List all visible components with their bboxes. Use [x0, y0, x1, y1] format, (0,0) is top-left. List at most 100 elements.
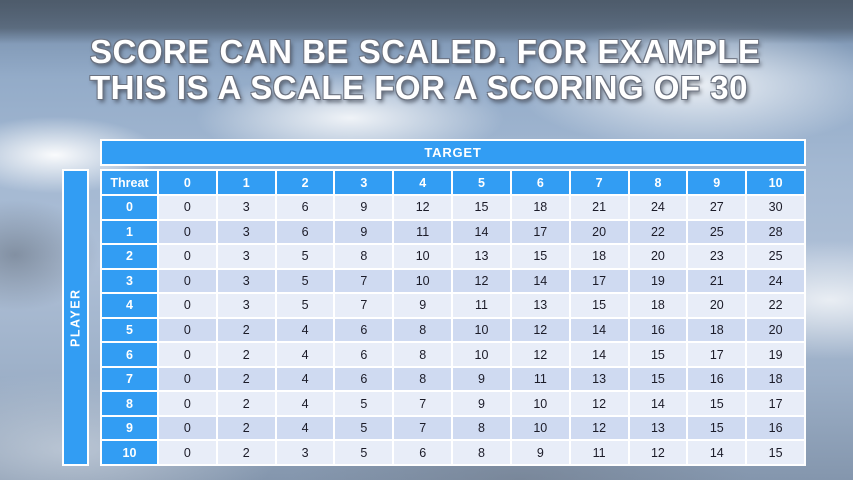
score-cell: 19 — [629, 269, 687, 293]
score-cell: 8 — [394, 318, 452, 342]
score-cell: 13 — [629, 416, 687, 440]
threat-row-header: 0 — [102, 196, 157, 219]
score-cell: 30 — [747, 196, 804, 219]
threat-row-header: 9 — [102, 416, 157, 440]
score-cell: 18 — [570, 245, 628, 268]
score-cell: 12 — [570, 416, 628, 440]
score-cell: 9 — [511, 441, 569, 464]
score-cell: 12 — [629, 441, 687, 464]
score-cell: 13 — [511, 294, 569, 317]
score-cell: 9 — [335, 196, 393, 219]
target-column-header: 1 — [217, 171, 275, 194]
threat-row-header: 2 — [102, 245, 157, 268]
score-cell: 0 — [159, 245, 216, 268]
score-cell: 14 — [570, 343, 628, 366]
score-cell: 3 — [217, 196, 275, 219]
score-cell: 24 — [629, 196, 687, 219]
score-cell: 16 — [688, 367, 746, 391]
score-cell: 8 — [453, 441, 510, 464]
score-cell: 11 — [453, 294, 510, 317]
score-cell: 11 — [570, 441, 628, 464]
score-cell: 0 — [159, 343, 216, 366]
score-cell: 19 — [747, 343, 804, 366]
score-cell: 4 — [276, 343, 334, 366]
score-cell: 2 — [217, 416, 275, 440]
score-cell: 9 — [453, 392, 510, 415]
score-cell: 12 — [394, 196, 452, 219]
score-cell: 2 — [217, 343, 275, 366]
score-cell: 5 — [335, 441, 393, 464]
score-cell: 3 — [276, 441, 334, 464]
threat-row-header: 7 — [102, 367, 157, 391]
score-cell: 13 — [570, 367, 628, 391]
score-cell: 8 — [335, 245, 393, 268]
score-cell: 3 — [217, 269, 275, 293]
scoring-table: Threat 0 1 2 3 4 5 6 7 8 9 10 0 0 3 6 9 12 15 18 21 24 27 30 1 0 3… — [100, 169, 806, 466]
score-cell: 21 — [570, 196, 628, 219]
score-cell: 24 — [747, 269, 804, 293]
score-cell: 15 — [453, 196, 510, 219]
score-cell: 0 — [159, 220, 216, 244]
score-cell: 22 — [747, 294, 804, 317]
score-cell: 9 — [335, 220, 393, 244]
threat-row-header: 4 — [102, 294, 157, 317]
score-cell: 10 — [394, 269, 452, 293]
score-cell: 15 — [570, 294, 628, 317]
score-cell: 7 — [394, 416, 452, 440]
score-cell: 16 — [629, 318, 687, 342]
score-cell: 20 — [688, 294, 746, 317]
score-cell: 6 — [335, 367, 393, 391]
score-cell: 18 — [511, 196, 569, 219]
target-column-header: 0 — [159, 171, 216, 194]
score-cell: 17 — [688, 343, 746, 366]
threat-row-header: 6 — [102, 343, 157, 366]
score-cell: 22 — [629, 220, 687, 244]
score-cell: 11 — [394, 220, 452, 244]
score-cell: 6 — [335, 343, 393, 366]
score-cell: 3 — [217, 220, 275, 244]
score-cell: 2 — [217, 318, 275, 342]
score-cell: 5 — [276, 245, 334, 268]
score-cell: 0 — [159, 318, 216, 342]
score-cell: 12 — [570, 392, 628, 415]
score-cell: 23 — [688, 245, 746, 268]
score-cell: 15 — [629, 343, 687, 366]
score-cell: 27 — [688, 196, 746, 219]
score-cell: 15 — [511, 245, 569, 268]
target-column-header: 3 — [335, 171, 393, 194]
threat-row-header: 3 — [102, 269, 157, 293]
slide-title: SCORE CAN BE SCALED. FOR EXAMPLE THIS IS… — [90, 33, 761, 107]
score-cell: 0 — [159, 269, 216, 293]
score-cell: 0 — [159, 294, 216, 317]
score-cell: 3 — [217, 245, 275, 268]
score-cell: 7 — [335, 294, 393, 317]
threat-corner-header: Threat — [102, 171, 157, 194]
score-cell: 17 — [747, 392, 804, 415]
score-cell: 7 — [394, 392, 452, 415]
score-cell: 18 — [747, 367, 804, 391]
score-cell: 14 — [511, 269, 569, 293]
score-cell: 2 — [217, 367, 275, 391]
score-cell: 25 — [747, 245, 804, 268]
score-cell: 2 — [217, 392, 275, 415]
score-cell: 12 — [511, 343, 569, 366]
threat-row-header: 5 — [102, 318, 157, 342]
score-cell: 12 — [453, 269, 510, 293]
score-cell: 18 — [688, 318, 746, 342]
score-cell: 18 — [629, 294, 687, 317]
score-cell: 0 — [159, 392, 216, 415]
score-cell: 10 — [511, 416, 569, 440]
target-column-header: 2 — [276, 171, 334, 194]
score-cell: 4 — [276, 416, 334, 440]
score-cell: 20 — [629, 245, 687, 268]
score-cell: 10 — [394, 245, 452, 268]
score-cell: 8 — [394, 367, 452, 391]
score-cell: 11 — [511, 367, 569, 391]
score-cell: 6 — [335, 318, 393, 342]
score-cell: 0 — [159, 416, 216, 440]
score-cell: 15 — [747, 441, 804, 464]
score-cell: 5 — [335, 416, 393, 440]
score-cell: 2 — [217, 441, 275, 464]
score-cell: 5 — [276, 294, 334, 317]
